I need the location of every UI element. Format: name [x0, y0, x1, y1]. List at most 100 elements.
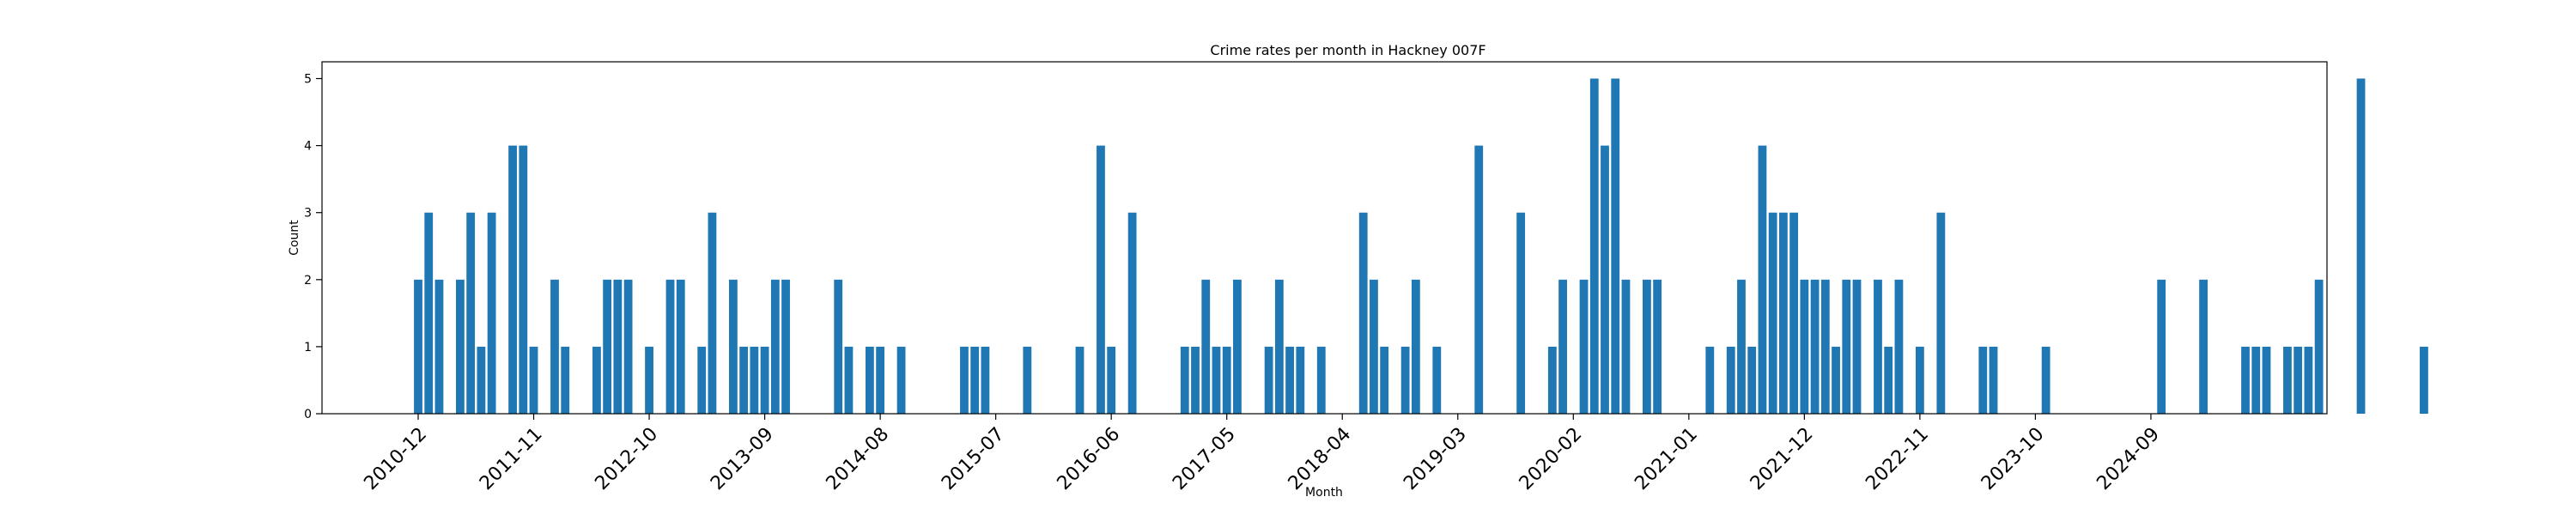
bar — [1107, 346, 1116, 414]
bar — [424, 212, 434, 414]
bar — [603, 279, 612, 414]
bar — [1842, 279, 1851, 414]
bar — [1432, 346, 1442, 414]
bar — [1264, 346, 1273, 414]
bar — [1201, 279, 1211, 414]
bar — [1820, 279, 1830, 414]
bar — [1789, 212, 1799, 414]
bar — [1127, 212, 1137, 414]
y-axis-label: Count — [288, 220, 301, 256]
chart-title: Crime rates per month in Hackney 007F — [1210, 42, 1485, 58]
bar — [844, 346, 854, 414]
bar — [960, 346, 969, 414]
bar — [1212, 346, 1221, 414]
bar — [1233, 279, 1242, 414]
x-tick-label: 2019-03 — [1400, 423, 1471, 494]
bar — [1705, 346, 1715, 414]
bar — [697, 346, 707, 414]
bar — [676, 279, 685, 414]
bar — [834, 279, 843, 414]
bar — [1989, 346, 1998, 414]
x-tick-label: 2021-01 — [1631, 423, 1702, 494]
bar — [1579, 279, 1589, 414]
bar — [1894, 279, 1904, 414]
bar — [1884, 346, 1893, 414]
bar — [1358, 212, 1368, 414]
bar — [1747, 346, 1757, 414]
bar — [414, 279, 422, 414]
bar — [1800, 279, 1809, 414]
bar — [1779, 212, 1788, 414]
y-tick-label: 2 — [304, 274, 312, 288]
bar — [592, 346, 601, 414]
bar — [1726, 346, 1735, 414]
bar — [1589, 78, 1599, 415]
x-tick-label: 2013-09 — [707, 423, 778, 494]
bar — [1191, 346, 1200, 414]
x-tick-label: 2016-06 — [1054, 423, 1125, 494]
x-tick-label: 2018-04 — [1285, 423, 1356, 494]
bar — [1653, 279, 1662, 414]
bar — [2420, 346, 2428, 414]
bar — [2293, 346, 2303, 414]
bar — [1516, 212, 1526, 414]
y-tick-label: 1 — [304, 341, 312, 354]
bar — [865, 346, 874, 414]
bar — [770, 279, 780, 414]
bar — [613, 279, 623, 414]
bar — [1601, 145, 1609, 414]
bar — [529, 346, 538, 414]
bar — [561, 346, 570, 414]
bar — [1621, 279, 1631, 414]
bar — [1611, 78, 1620, 415]
bar — [1296, 346, 1305, 414]
bar — [2283, 346, 2292, 414]
bar — [1768, 212, 1777, 414]
bar — [1832, 346, 1840, 414]
x-axis-label: Month — [1305, 486, 1343, 500]
y-tick-label: 4 — [304, 140, 312, 154]
bar — [550, 279, 559, 414]
x-tick-label: 2015-07 — [938, 423, 1009, 494]
bar — [1978, 346, 1988, 414]
x-tick-label: 2010-12 — [360, 423, 431, 494]
bar — [760, 346, 769, 414]
x-tick-label: 2014-08 — [823, 423, 894, 494]
bar — [487, 212, 496, 414]
bar — [1758, 145, 1767, 414]
bar — [981, 346, 990, 414]
bar — [1936, 212, 1946, 414]
bar — [750, 346, 759, 414]
y-tick-label: 0 — [304, 408, 312, 421]
bar — [2041, 346, 2050, 414]
bar — [970, 346, 980, 414]
bar — [1411, 279, 1420, 414]
bar — [1097, 145, 1105, 414]
bar — [2314, 279, 2324, 414]
bar — [2262, 346, 2271, 414]
x-tick-label: 2024-09 — [2093, 423, 2164, 494]
bar — [2356, 78, 2366, 415]
x-tick-label: 2021-12 — [1747, 423, 1818, 494]
bar — [2199, 279, 2208, 414]
bar — [2157, 279, 2166, 414]
bar — [1274, 279, 1284, 414]
x-tick-label: 2022-11 — [1862, 423, 1933, 494]
y-tick-label: 3 — [304, 207, 312, 221]
bar — [1222, 346, 1231, 414]
bar — [466, 212, 476, 414]
bar — [1874, 279, 1882, 414]
bar — [2304, 346, 2313, 414]
bar — [645, 346, 653, 414]
bar — [1075, 346, 1084, 414]
bar — [739, 346, 749, 414]
bar — [876, 346, 885, 414]
bar — [623, 279, 633, 414]
bar — [1370, 279, 1378, 414]
bar — [1558, 279, 1567, 414]
bar — [1400, 346, 1410, 414]
bar — [1547, 346, 1557, 414]
y-axis: 0 1 2 3 4 5 — [304, 73, 322, 421]
bar — [1316, 346, 1326, 414]
